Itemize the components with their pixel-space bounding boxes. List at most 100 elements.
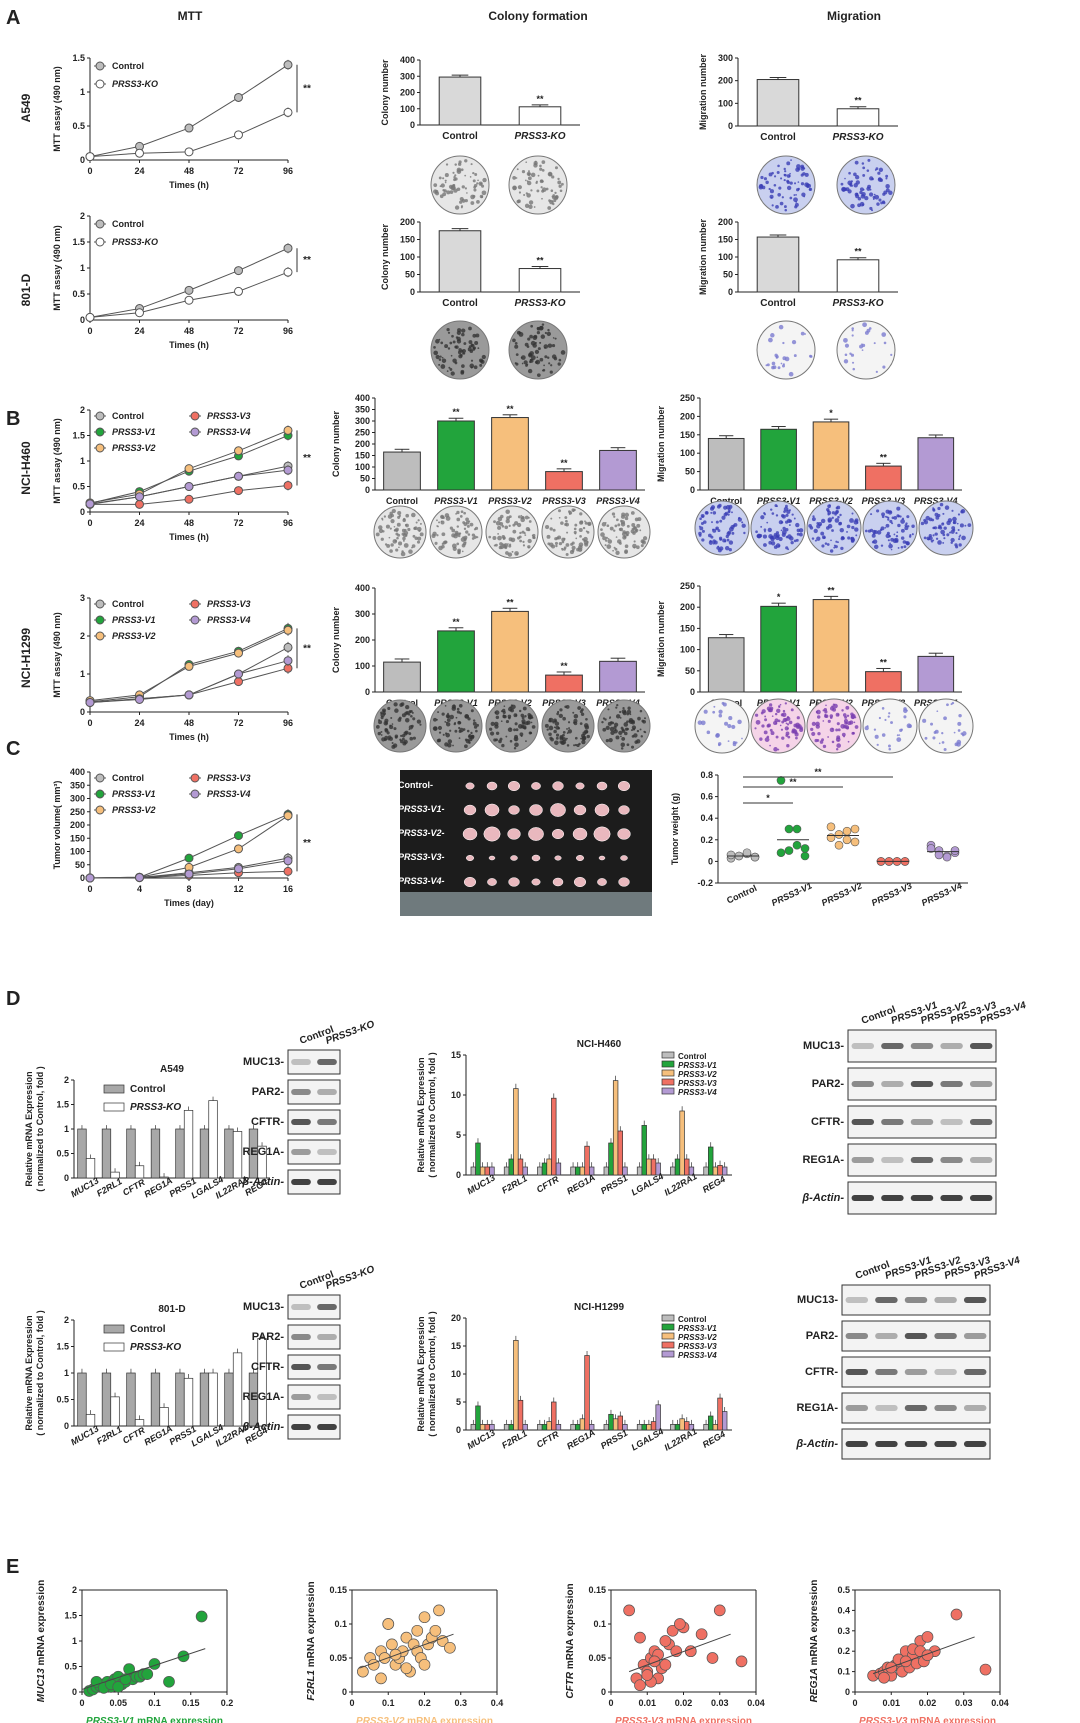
colony-dot bbox=[844, 177, 846, 180]
colony-dot bbox=[585, 730, 589, 734]
colony-dot bbox=[701, 515, 705, 518]
colony-dot bbox=[839, 527, 844, 533]
colony-dot bbox=[455, 345, 459, 349]
y-tick-label: 150 bbox=[70, 833, 85, 843]
colony-dot bbox=[728, 510, 731, 513]
significance-mark: ** bbox=[536, 255, 544, 265]
x-tick-label: PRSS3-V2 bbox=[820, 881, 864, 908]
colony-dot bbox=[827, 513, 830, 516]
colony-dot bbox=[529, 731, 533, 735]
bar bbox=[551, 1401, 557, 1431]
legend-label: Control bbox=[112, 219, 144, 229]
bar bbox=[508, 1158, 514, 1176]
x-tick-label: 48 bbox=[184, 166, 194, 176]
colony-dot bbox=[554, 537, 558, 541]
colony-dot bbox=[526, 193, 531, 198]
colony-dot bbox=[875, 167, 879, 171]
colony-dot bbox=[827, 719, 831, 723]
colony-dot bbox=[890, 353, 893, 356]
y-tick-label: 100 bbox=[718, 252, 733, 262]
colony-dot bbox=[851, 361, 855, 364]
colony-dot bbox=[809, 526, 814, 530]
colony-dot bbox=[878, 167, 884, 172]
colony-dot bbox=[442, 733, 445, 736]
colony-dot bbox=[719, 519, 723, 523]
chart-title: NCI-H1299 bbox=[574, 1302, 624, 1313]
colony-dot bbox=[798, 528, 804, 533]
tumor-sample bbox=[554, 855, 562, 861]
colony-dot bbox=[468, 520, 471, 523]
colony-dot bbox=[398, 541, 403, 546]
colony-dot bbox=[799, 727, 804, 732]
colony-dot bbox=[946, 703, 949, 707]
colony-dot bbox=[722, 538, 727, 543]
colony-dot bbox=[769, 744, 771, 747]
y-tick-label: 50 bbox=[723, 270, 733, 280]
colony-dot bbox=[472, 333, 477, 338]
data-point bbox=[234, 471, 243, 481]
colony-dot bbox=[741, 523, 746, 528]
colony-dot bbox=[563, 548, 566, 551]
colony-dot bbox=[957, 729, 961, 732]
colony-dot bbox=[699, 517, 702, 521]
colony-dot bbox=[890, 721, 894, 725]
colony-dot bbox=[896, 734, 899, 737]
colony-dot bbox=[408, 549, 413, 554]
colony-dot bbox=[390, 543, 394, 547]
colony-dot bbox=[791, 339, 797, 345]
colony-dot bbox=[765, 180, 769, 185]
tumor-sample bbox=[572, 827, 588, 841]
colony-dot bbox=[724, 721, 729, 726]
colony-dot bbox=[436, 525, 439, 527]
colony-dot bbox=[600, 532, 605, 537]
bar bbox=[513, 1340, 519, 1431]
bar bbox=[150, 1128, 161, 1179]
culture-dish bbox=[508, 155, 568, 215]
bar bbox=[722, 1411, 728, 1431]
colony-dot bbox=[715, 527, 718, 530]
colony-dot bbox=[800, 331, 805, 336]
colony-dot bbox=[456, 187, 461, 191]
colony-dot bbox=[441, 532, 446, 537]
tumor-sample bbox=[507, 780, 521, 792]
x-tick-label: CFTR bbox=[535, 1429, 561, 1450]
colony-dot bbox=[890, 548, 893, 551]
colony-dot bbox=[444, 181, 447, 184]
colony-dot bbox=[394, 734, 399, 738]
colony-dot bbox=[514, 734, 518, 739]
colony-dot bbox=[548, 362, 551, 365]
colony-dot bbox=[905, 541, 910, 546]
colony-dot bbox=[558, 541, 563, 546]
colony-dot bbox=[795, 522, 800, 528]
blot-protein-label: CFTR- bbox=[251, 1116, 284, 1128]
blot-protein-label: CFTR- bbox=[805, 1366, 838, 1378]
culture-dish bbox=[485, 699, 539, 753]
colony-dot bbox=[405, 513, 410, 518]
colony-dot bbox=[512, 529, 517, 534]
colony-dot bbox=[566, 727, 568, 730]
colony-dot bbox=[517, 515, 521, 519]
colony-dot bbox=[509, 706, 512, 709]
bar bbox=[183, 1110, 194, 1179]
y-tick-label: 100 bbox=[355, 462, 370, 472]
photo-row-label: PRSS3-V2- bbox=[398, 828, 445, 838]
x-tick-label: 0.2 bbox=[221, 1698, 234, 1708]
colony-dot bbox=[467, 740, 470, 742]
colony-dot bbox=[458, 532, 462, 535]
colony-dot bbox=[728, 540, 734, 545]
colony-dot bbox=[391, 742, 394, 745]
colony-dot bbox=[790, 159, 792, 161]
colony-dot bbox=[782, 341, 785, 345]
colony-dot bbox=[408, 732, 412, 736]
colony-dot bbox=[448, 366, 451, 369]
colony-dot bbox=[534, 349, 540, 355]
colony-dot bbox=[532, 335, 538, 341]
colony-dot bbox=[544, 331, 547, 335]
colony-dot bbox=[869, 206, 873, 211]
blot-protein-label: β-Actin- bbox=[241, 1176, 284, 1188]
colony-dot bbox=[551, 354, 557, 359]
colony-dot bbox=[812, 515, 815, 518]
y-axis-title: Colony number bbox=[331, 607, 341, 673]
bar bbox=[646, 1158, 652, 1176]
